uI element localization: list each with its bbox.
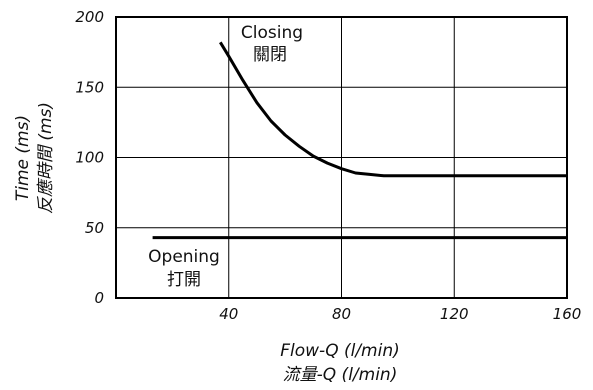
- plot-frame: [115, 16, 568, 299]
- x-tick-label: 80: [332, 305, 351, 323]
- closing-label-cn: 關閉: [253, 45, 287, 65]
- grid: [116, 17, 567, 298]
- y-tick-label: 50: [85, 219, 104, 237]
- y-axis-title-cn: 反應時間 (ms): [36, 102, 56, 214]
- x-tick-label: 40: [219, 305, 238, 323]
- y-tick-label: 0: [94, 289, 104, 307]
- x-axis-title: Flow-Q (l/min): [280, 341, 400, 361]
- y-axis-title: Time (ms): [13, 115, 33, 201]
- y-tick-label: 150: [75, 78, 104, 96]
- closing-label: Closing: [241, 23, 303, 43]
- opening-label: Opening: [148, 247, 220, 267]
- y-tick-label: 100: [75, 149, 104, 167]
- series-line-closing: [219, 41, 567, 178]
- series-layer: [152, 41, 567, 240]
- x-axis-title-cn: 流量-Q (l/min): [283, 365, 398, 385]
- x-tick-label: 120: [440, 305, 469, 323]
- x-tick-label: 160: [553, 305, 582, 323]
- y-tick-label: 200: [75, 8, 104, 26]
- opening-label-cn: 打開: [167, 270, 201, 290]
- tick-labels: 40 80 120 160 0 50 100 150 200: [75, 8, 581, 323]
